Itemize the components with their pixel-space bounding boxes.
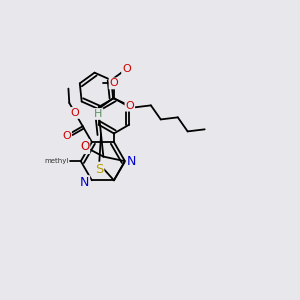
Text: O: O — [110, 78, 118, 88]
Text: O: O — [71, 108, 80, 118]
Text: O: O — [125, 101, 134, 111]
Text: O: O — [62, 130, 71, 140]
Text: S: S — [95, 163, 103, 176]
Text: N: N — [127, 155, 136, 168]
Text: H: H — [94, 109, 103, 119]
Text: methyl: methyl — [44, 158, 69, 164]
Text: O: O — [122, 64, 131, 74]
Text: N: N — [80, 176, 89, 189]
Text: O: O — [80, 140, 89, 153]
